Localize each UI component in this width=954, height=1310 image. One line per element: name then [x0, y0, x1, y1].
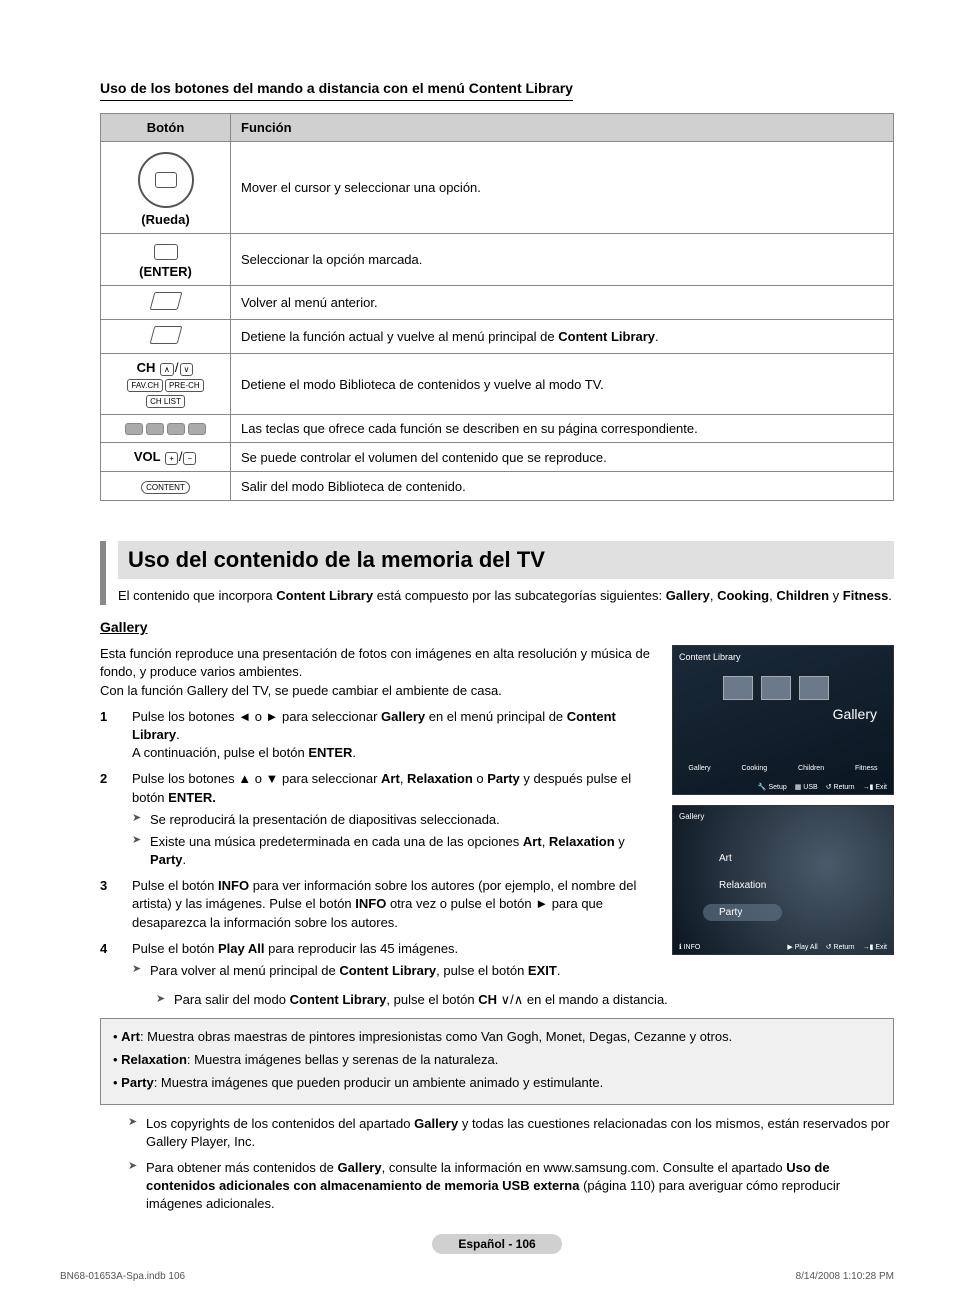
table-row: Volver al menú anterior.: [101, 286, 894, 320]
key-pill: FAV.CH: [127, 379, 163, 392]
step-1: 1 Pulse los botones ◄ o ► para seleccion…: [100, 708, 660, 763]
func-text: Se puede controlar el volumen del conten…: [231, 443, 894, 472]
table-row: Las teclas que ofrece cada función se de…: [101, 415, 894, 443]
main-heading: Uso del contenido de la memoria del TV: [118, 541, 894, 579]
note: Para volver al menú principal de Content…: [132, 962, 660, 980]
step-3: 3 Pulse el botón INFO para ver informaci…: [100, 877, 660, 932]
table-row: (Rueda) Mover el cursor y seleccionar un…: [101, 142, 894, 234]
copyright-note: Los copyrights de los contenidos del apa…: [128, 1115, 894, 1151]
button-function-table: Botón Función (Rueda) Mover el cursor y …: [100, 113, 894, 501]
section-title: Uso de los botones del mando a distancia…: [100, 80, 573, 101]
return-icon: [149, 292, 182, 310]
print-footer: BN68-01653A-Spa.indb 106 8/14/2008 1:10:…: [60, 1271, 894, 1282]
btn-prefix: CH: [137, 360, 156, 375]
table-row: CH ∧/∨ FAV.CHPRE-CHCH LIST Detiene el mo…: [101, 354, 894, 415]
note: Existe una música predeterminada en cada…: [132, 833, 660, 869]
content-pill: CONTENT: [141, 481, 190, 494]
col-funcion: Función: [231, 114, 894, 142]
table-row: VOL +/− Se puede controlar el volumen de…: [101, 443, 894, 472]
screenshot-gallery: Gallery Art Relaxation Party ℹ INFO ▶ Pl…: [672, 805, 894, 955]
col-boton: Botón: [101, 114, 231, 142]
enter-icon: [154, 244, 178, 260]
screenshot-content-library: Content Library Gallery GalleryCookingCh…: [672, 645, 894, 795]
table-row: Detiene la función actual y vuelve al me…: [101, 320, 894, 354]
info-box: • Art: Muestra obras maestras de pintore…: [100, 1018, 894, 1104]
func-text: Detiene la función actual y vuelve al me…: [231, 320, 894, 354]
func-text: Salir del modo Biblioteca de contenido.: [231, 472, 894, 501]
func-text: Seleccionar la opción marcada.: [231, 234, 894, 286]
gallery-desc: Esta función reproduce una presentación …: [100, 645, 660, 700]
key-pill: PRE-CH: [165, 379, 204, 392]
func-text: Las teclas que ofrece cada función se de…: [231, 415, 894, 443]
table-row: (ENTER) Seleccionar la opción marcada.: [101, 234, 894, 286]
sub-heading-gallery: Gallery: [100, 619, 894, 635]
step-4: 4 Pulse el botón Play All para reproduci…: [100, 940, 660, 980]
func-text: Detiene el modo Biblioteca de contenidos…: [231, 354, 894, 415]
func-text: Mover el cursor y seleccionar una opción…: [231, 142, 894, 234]
note: Para salir del modo Content Library, pul…: [156, 992, 894, 1008]
func-text: Volver al menú anterior.: [231, 286, 894, 320]
color-keys-icon: [111, 423, 220, 435]
wheel-icon: [138, 152, 194, 208]
table-row: CONTENT Salir del modo Biblioteca de con…: [101, 472, 894, 501]
btn-label: (Rueda): [141, 212, 189, 227]
intro-text: El contenido que incorpora Content Libra…: [118, 587, 894, 605]
btn-prefix: VOL: [134, 449, 161, 464]
note: Se reproducirá la presentación de diapos…: [132, 811, 660, 829]
more-content-note: Para obtener más contenidos de Gallery, …: [128, 1159, 894, 1214]
key-pill: CH LIST: [146, 395, 185, 408]
exit-icon: [149, 326, 182, 344]
step-2: 2 Pulse los botones ▲ o ▼ para seleccion…: [100, 770, 660, 869]
btn-label: (ENTER): [139, 264, 192, 279]
page-badge: Español - 106: [432, 1234, 562, 1254]
